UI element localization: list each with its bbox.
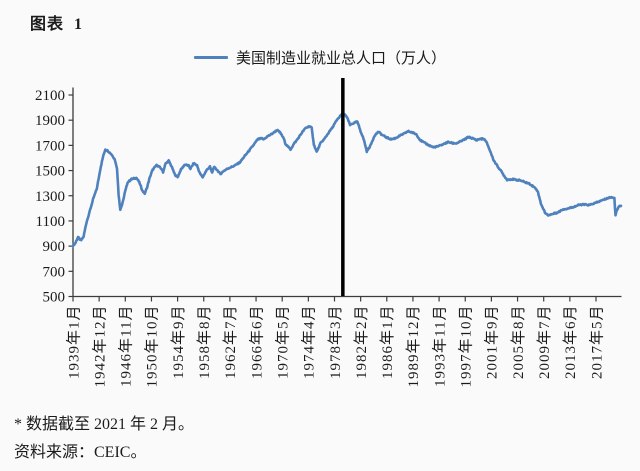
y-tick-label: 1300 <box>35 189 65 205</box>
x-tick-label: 1970年5月 <box>274 305 291 380</box>
x-tick-label: 1946年11月 <box>118 305 135 387</box>
x-tick-label: 2005年8月 <box>510 305 527 380</box>
y-tick-label: 1900 <box>35 113 65 129</box>
y-tick-label: 900 <box>43 239 66 255</box>
x-tick-label: 1939年1月 <box>65 305 82 380</box>
x-tick-label: 1954年9月 <box>170 305 187 380</box>
x-tick-label: 1962年7月 <box>222 305 239 380</box>
y-tick-label: 1700 <box>35 138 65 154</box>
footnote-source: 资料来源：CEIC。 <box>14 444 147 461</box>
y-tick-label: 500 <box>43 290 66 306</box>
x-tick-label: 1950年10月 <box>144 305 161 388</box>
x-tick-label: 1958年8月 <box>196 305 213 380</box>
x-tick-label: 1997年10月 <box>458 305 475 388</box>
y-tick-label: 1500 <box>35 164 65 180</box>
legend: 美国制造业就业总人口（万人） <box>0 47 640 67</box>
footnote-data-cutoff: * 数据截至 2021 年 2 月。 <box>14 416 195 433</box>
x-tick-label: 1942年12月 <box>91 305 108 388</box>
y-tick-label: 1100 <box>36 214 65 230</box>
y-tick-label: 2100 <box>35 88 65 104</box>
x-tick-label: 1974年4月 <box>301 305 318 380</box>
legend-line-marker <box>193 55 228 59</box>
employment-series-line <box>71 111 623 248</box>
y-tick-label: 700 <box>43 264 66 280</box>
x-tick-label: 2001年9月 <box>484 305 501 380</box>
x-tick-label: 1966年6月 <box>248 305 265 380</box>
x-tick-label: 1986年1月 <box>379 305 396 380</box>
x-tick-label: 2017年5月 <box>588 305 605 380</box>
x-tick-label: 1982年2月 <box>353 305 370 380</box>
x-tick-label: 2009年7月 <box>536 305 553 380</box>
chart-footnotes: * 数据截至 2021 年 2 月。 资料来源：CEIC。 <box>14 411 194 467</box>
legend-label: 美国制造业就业总人口（万人） <box>235 50 446 67</box>
x-tick-label: 2013年6月 <box>562 305 579 380</box>
x-tick-label: 1993年11月 <box>431 305 448 387</box>
x-tick-label: 1989年12月 <box>405 305 422 388</box>
figure-title: 图表 1 <box>30 16 84 33</box>
x-tick-label: 1978年3月 <box>327 305 344 380</box>
